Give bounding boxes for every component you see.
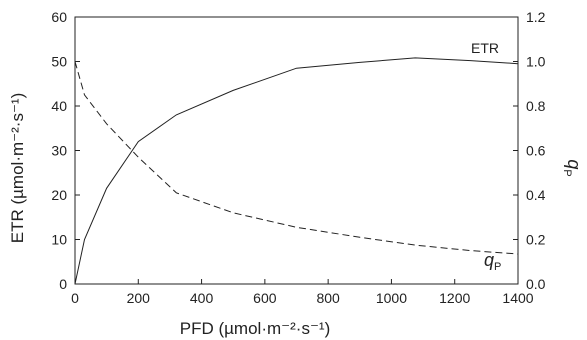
tick-labels: 0 200 400 600 800 1000 1200 1400 0 10 20 30 40 50 60 0.… [51, 9, 545, 306]
y-left-tick-label: 40 [51, 98, 67, 114]
x-tick-label: 600 [253, 290, 277, 306]
tick-marks [74, 16, 519, 285]
series-lines [74, 57, 519, 285]
y-right-tick-label: 0.6 [526, 143, 546, 159]
y-right-tick-label: 0.4 [526, 187, 546, 203]
x-tick-label: 1200 [439, 290, 470, 306]
qp-series-label: qP [484, 250, 501, 273]
x-tick-label: 1400 [502, 290, 533, 306]
x-tick-label: 800 [316, 290, 340, 306]
x-tick-label: 1000 [376, 290, 407, 306]
y-left-tick-label: 20 [51, 187, 67, 203]
x-tick-label: 0 [71, 290, 79, 306]
axes [74, 16, 519, 285]
y-right-tick-label: 1.0 [526, 54, 546, 70]
svg-text:qP: qP [561, 159, 584, 176]
x-tick-label: 200 [127, 290, 151, 306]
y-axis-right-title: qP [561, 159, 584, 176]
y-left-tick-label: 10 [51, 232, 67, 248]
y-right-tick-label: 0.2 [526, 232, 546, 248]
plot-frame [74, 16, 519, 285]
etr-series-label: ETR [471, 40, 499, 56]
y-axis-right-title-sub: P [561, 169, 573, 176]
y-right-tick-label: 0.8 [526, 98, 546, 114]
qp-series-label-main: q [484, 250, 494, 270]
etr-series-line [74, 57, 519, 285]
qp-series-label-sub: P [494, 261, 501, 273]
y-right-tick-label: 0.0 [526, 276, 546, 292]
qp-series-line [74, 61, 519, 255]
y-left-tick-label: 0 [59, 276, 67, 292]
x-tick-label: 400 [190, 290, 214, 306]
y-right-tick-label: 1.2 [526, 9, 546, 25]
y-left-tick-label: 50 [51, 54, 67, 70]
y-left-tick-label: 30 [51, 143, 67, 159]
y-axis-right-title-main: q [564, 159, 584, 169]
x-axis-title: PFD (µmol·m⁻²·s⁻¹) [180, 319, 331, 338]
y-axis-left-title: ETR (µmol·m⁻²·s⁻¹) [8, 93, 27, 244]
y-left-tick-label: 60 [51, 9, 67, 25]
